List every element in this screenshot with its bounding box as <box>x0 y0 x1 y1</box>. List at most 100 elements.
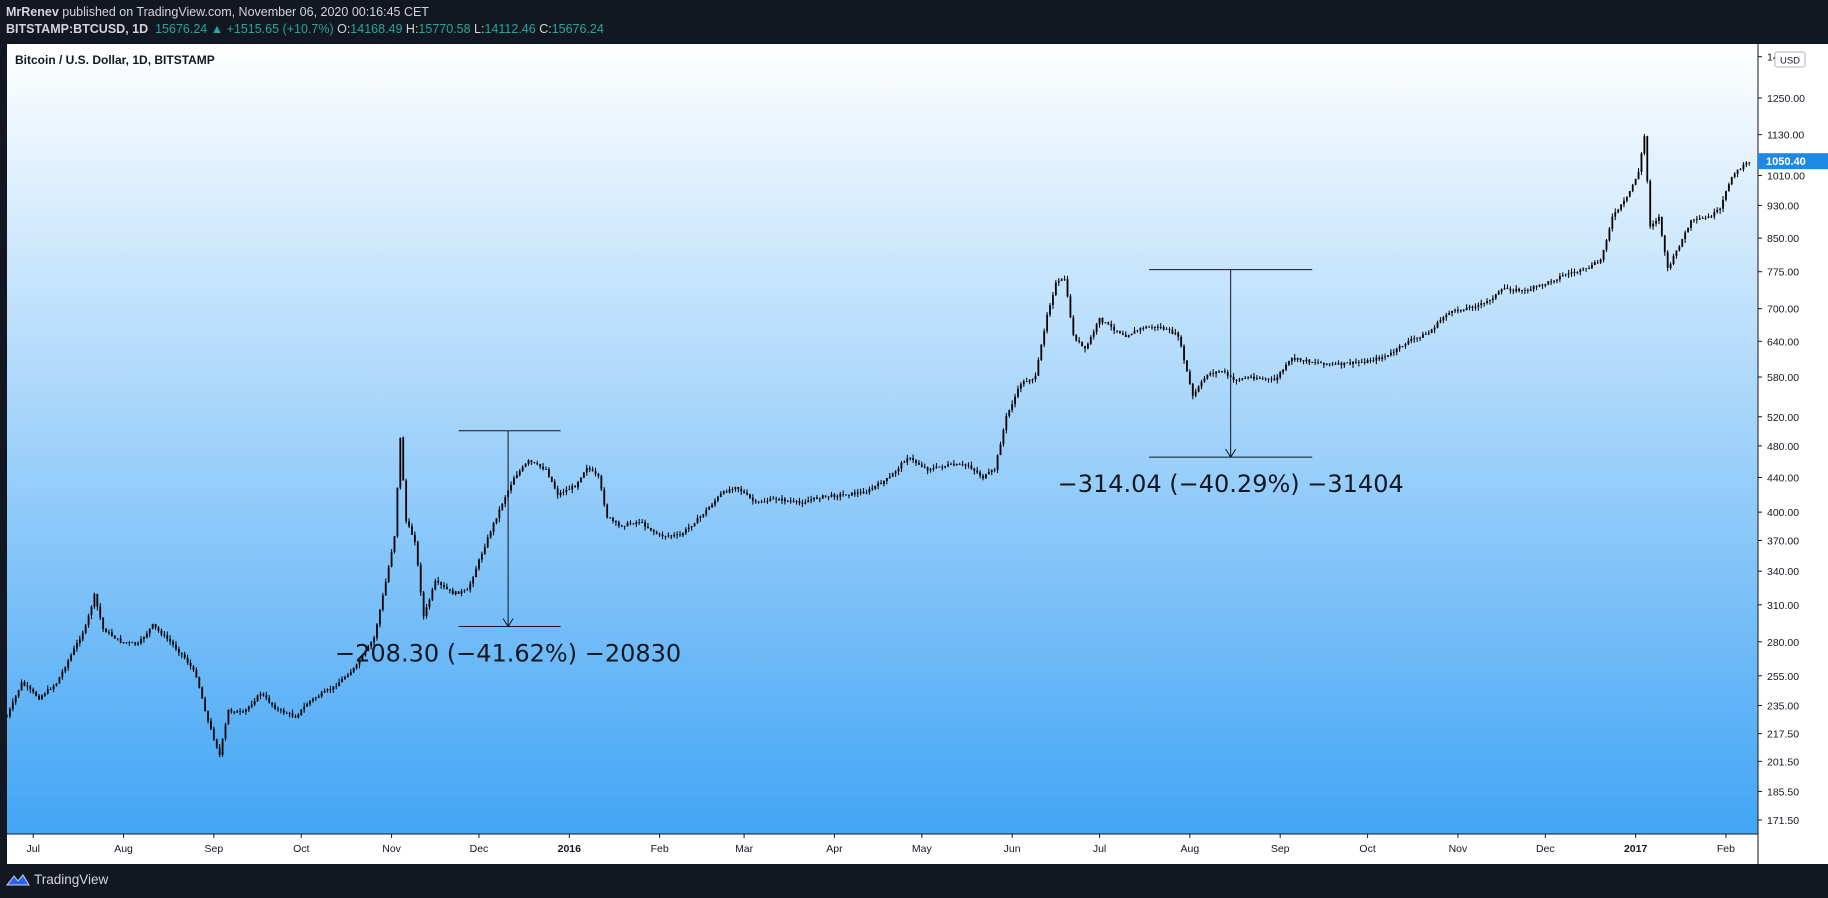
symbol-label[interactable]: BITSTAMP:BTCUSD, 1D <box>6 22 149 36</box>
candle-body <box>923 466 926 468</box>
candle-body <box>1267 378 1270 380</box>
currency-badge[interactable]: USD <box>1774 51 1806 68</box>
candle-body <box>615 521 617 523</box>
candle-body <box>952 463 955 466</box>
candle-body <box>1611 216 1614 229</box>
candle-body <box>163 634 166 636</box>
price-tick-label: 1010.00 <box>1767 170 1805 182</box>
candle-body <box>186 657 189 663</box>
candle-body <box>868 488 871 493</box>
candle-body <box>993 469 996 471</box>
candle-body <box>1541 284 1544 286</box>
candle-body <box>102 617 105 629</box>
candle-body <box>1588 268 1590 269</box>
candle-body <box>792 500 795 502</box>
candle-body <box>929 469 932 471</box>
candle-body <box>408 521 410 527</box>
candle-body <box>754 500 757 502</box>
candle-body <box>105 628 107 633</box>
candle-body <box>1322 362 1325 365</box>
candle-body <box>888 476 891 479</box>
candle-body <box>684 529 687 534</box>
candle-body <box>883 480 885 485</box>
high-value: 15770.58 <box>418 22 471 36</box>
candle-body <box>1576 271 1579 273</box>
price-range-annotation[interactable]: −208.30 (−41.62%) −20830 <box>335 430 681 668</box>
candle-body <box>352 667 355 672</box>
price-range-annotation[interactable]: −314.04 (−40.29%) −31404 <box>1058 269 1404 499</box>
candle-body <box>1471 306 1474 308</box>
candle-body <box>1725 191 1727 200</box>
candle-body <box>1678 246 1681 251</box>
candle-body <box>1215 371 1217 374</box>
candle-body <box>1005 415 1008 430</box>
candle-body <box>1550 281 1553 283</box>
high-label: H: <box>405 22 419 36</box>
candle-body <box>1524 290 1526 291</box>
candle-body <box>1349 362 1352 365</box>
candle-body <box>810 499 813 501</box>
candle-body <box>1695 218 1698 220</box>
candle-body <box>865 492 868 494</box>
price-axis-panel[interactable] <box>1758 44 1828 864</box>
candle-body <box>577 481 579 488</box>
candle-body <box>218 747 221 755</box>
candle-body <box>1591 264 1593 269</box>
candle-body <box>239 711 241 712</box>
candle-body <box>932 467 935 470</box>
candle-body <box>300 709 303 715</box>
candle-body <box>1151 327 1153 329</box>
candle-body <box>183 654 186 658</box>
candle-body <box>201 687 204 699</box>
time-axis-ticks: Jul Aug Sep Oct Nov Dec 2016 Feb Mar Apr May Jun Jul… <box>27 834 1735 855</box>
candle-body <box>297 714 300 718</box>
candle-body <box>1690 220 1692 228</box>
candle-body <box>845 494 847 496</box>
candle-body <box>23 682 26 686</box>
candle-body <box>67 660 70 668</box>
price-tick-label: 171.50 <box>1767 815 1799 827</box>
candle-body <box>1474 306 1477 308</box>
candle-body <box>1442 317 1445 321</box>
candle-body <box>1427 332 1430 335</box>
candle-body <box>1372 360 1375 362</box>
candle-body <box>716 496 719 501</box>
publisher-name[interactable]: MrRenev <box>6 5 59 19</box>
candle-body <box>1544 284 1547 286</box>
candle-body <box>1573 272 1576 274</box>
candle-body <box>1375 357 1378 361</box>
candle-body <box>719 493 722 497</box>
candle-body <box>1486 301 1488 303</box>
candle-body <box>376 624 378 638</box>
candle-body <box>926 467 929 471</box>
candle-body <box>1465 307 1468 311</box>
brand-name[interactable]: TradingView <box>34 872 109 887</box>
candle-body <box>1116 330 1118 332</box>
candle-body <box>189 662 192 667</box>
candle-body <box>1719 208 1722 210</box>
candle-body <box>1582 268 1585 270</box>
tradingview-logo-icon[interactable] <box>6 873 30 887</box>
time-tick-label: Aug <box>1181 843 1200 855</box>
candle-body <box>1011 404 1014 411</box>
candle-body <box>1494 294 1497 299</box>
candle-body <box>1331 363 1334 365</box>
candle-body <box>247 706 250 710</box>
candle-body <box>1390 352 1392 356</box>
plot-area[interactable] <box>7 44 1758 834</box>
last-price-tag-label: 1050.40 <box>1766 156 1806 168</box>
time-axis-panel[interactable] <box>7 834 1758 864</box>
candle-body <box>603 489 606 505</box>
candle-body <box>1156 326 1159 328</box>
candle-body <box>1008 410 1011 416</box>
candle-body <box>789 500 792 502</box>
candle-body <box>294 716 297 718</box>
candle-body <box>1363 362 1366 364</box>
price-chart[interactable]: Bitcoin / U.S. Dollar, 1D, BITSTAMP 1400… <box>7 44 1828 864</box>
candle-body <box>204 698 207 712</box>
candle-body <box>1188 371 1191 384</box>
candle-body <box>1154 326 1156 328</box>
candle-body <box>460 591 463 594</box>
candle-body <box>1037 359 1040 376</box>
candle-body <box>108 632 110 634</box>
